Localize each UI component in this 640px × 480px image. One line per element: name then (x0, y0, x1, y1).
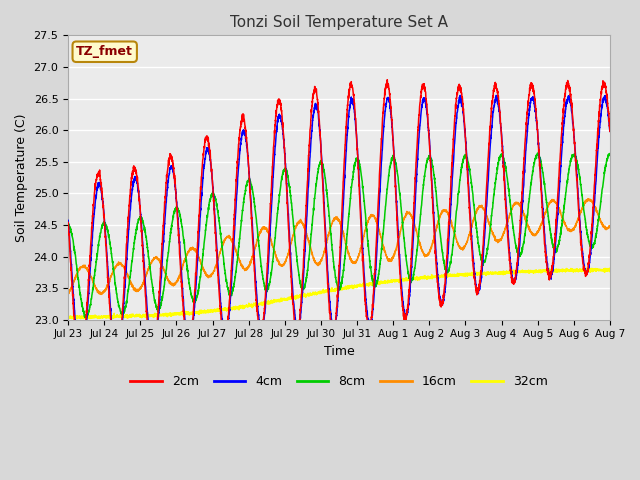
Legend: 2cm, 4cm, 8cm, 16cm, 32cm: 2cm, 4cm, 8cm, 16cm, 32cm (125, 370, 552, 393)
Title: Tonzi Soil Temperature Set A: Tonzi Soil Temperature Set A (230, 15, 448, 30)
Y-axis label: Soil Temperature (C): Soil Temperature (C) (15, 113, 28, 242)
Text: TZ_fmet: TZ_fmet (76, 45, 133, 58)
X-axis label: Time: Time (324, 345, 355, 358)
